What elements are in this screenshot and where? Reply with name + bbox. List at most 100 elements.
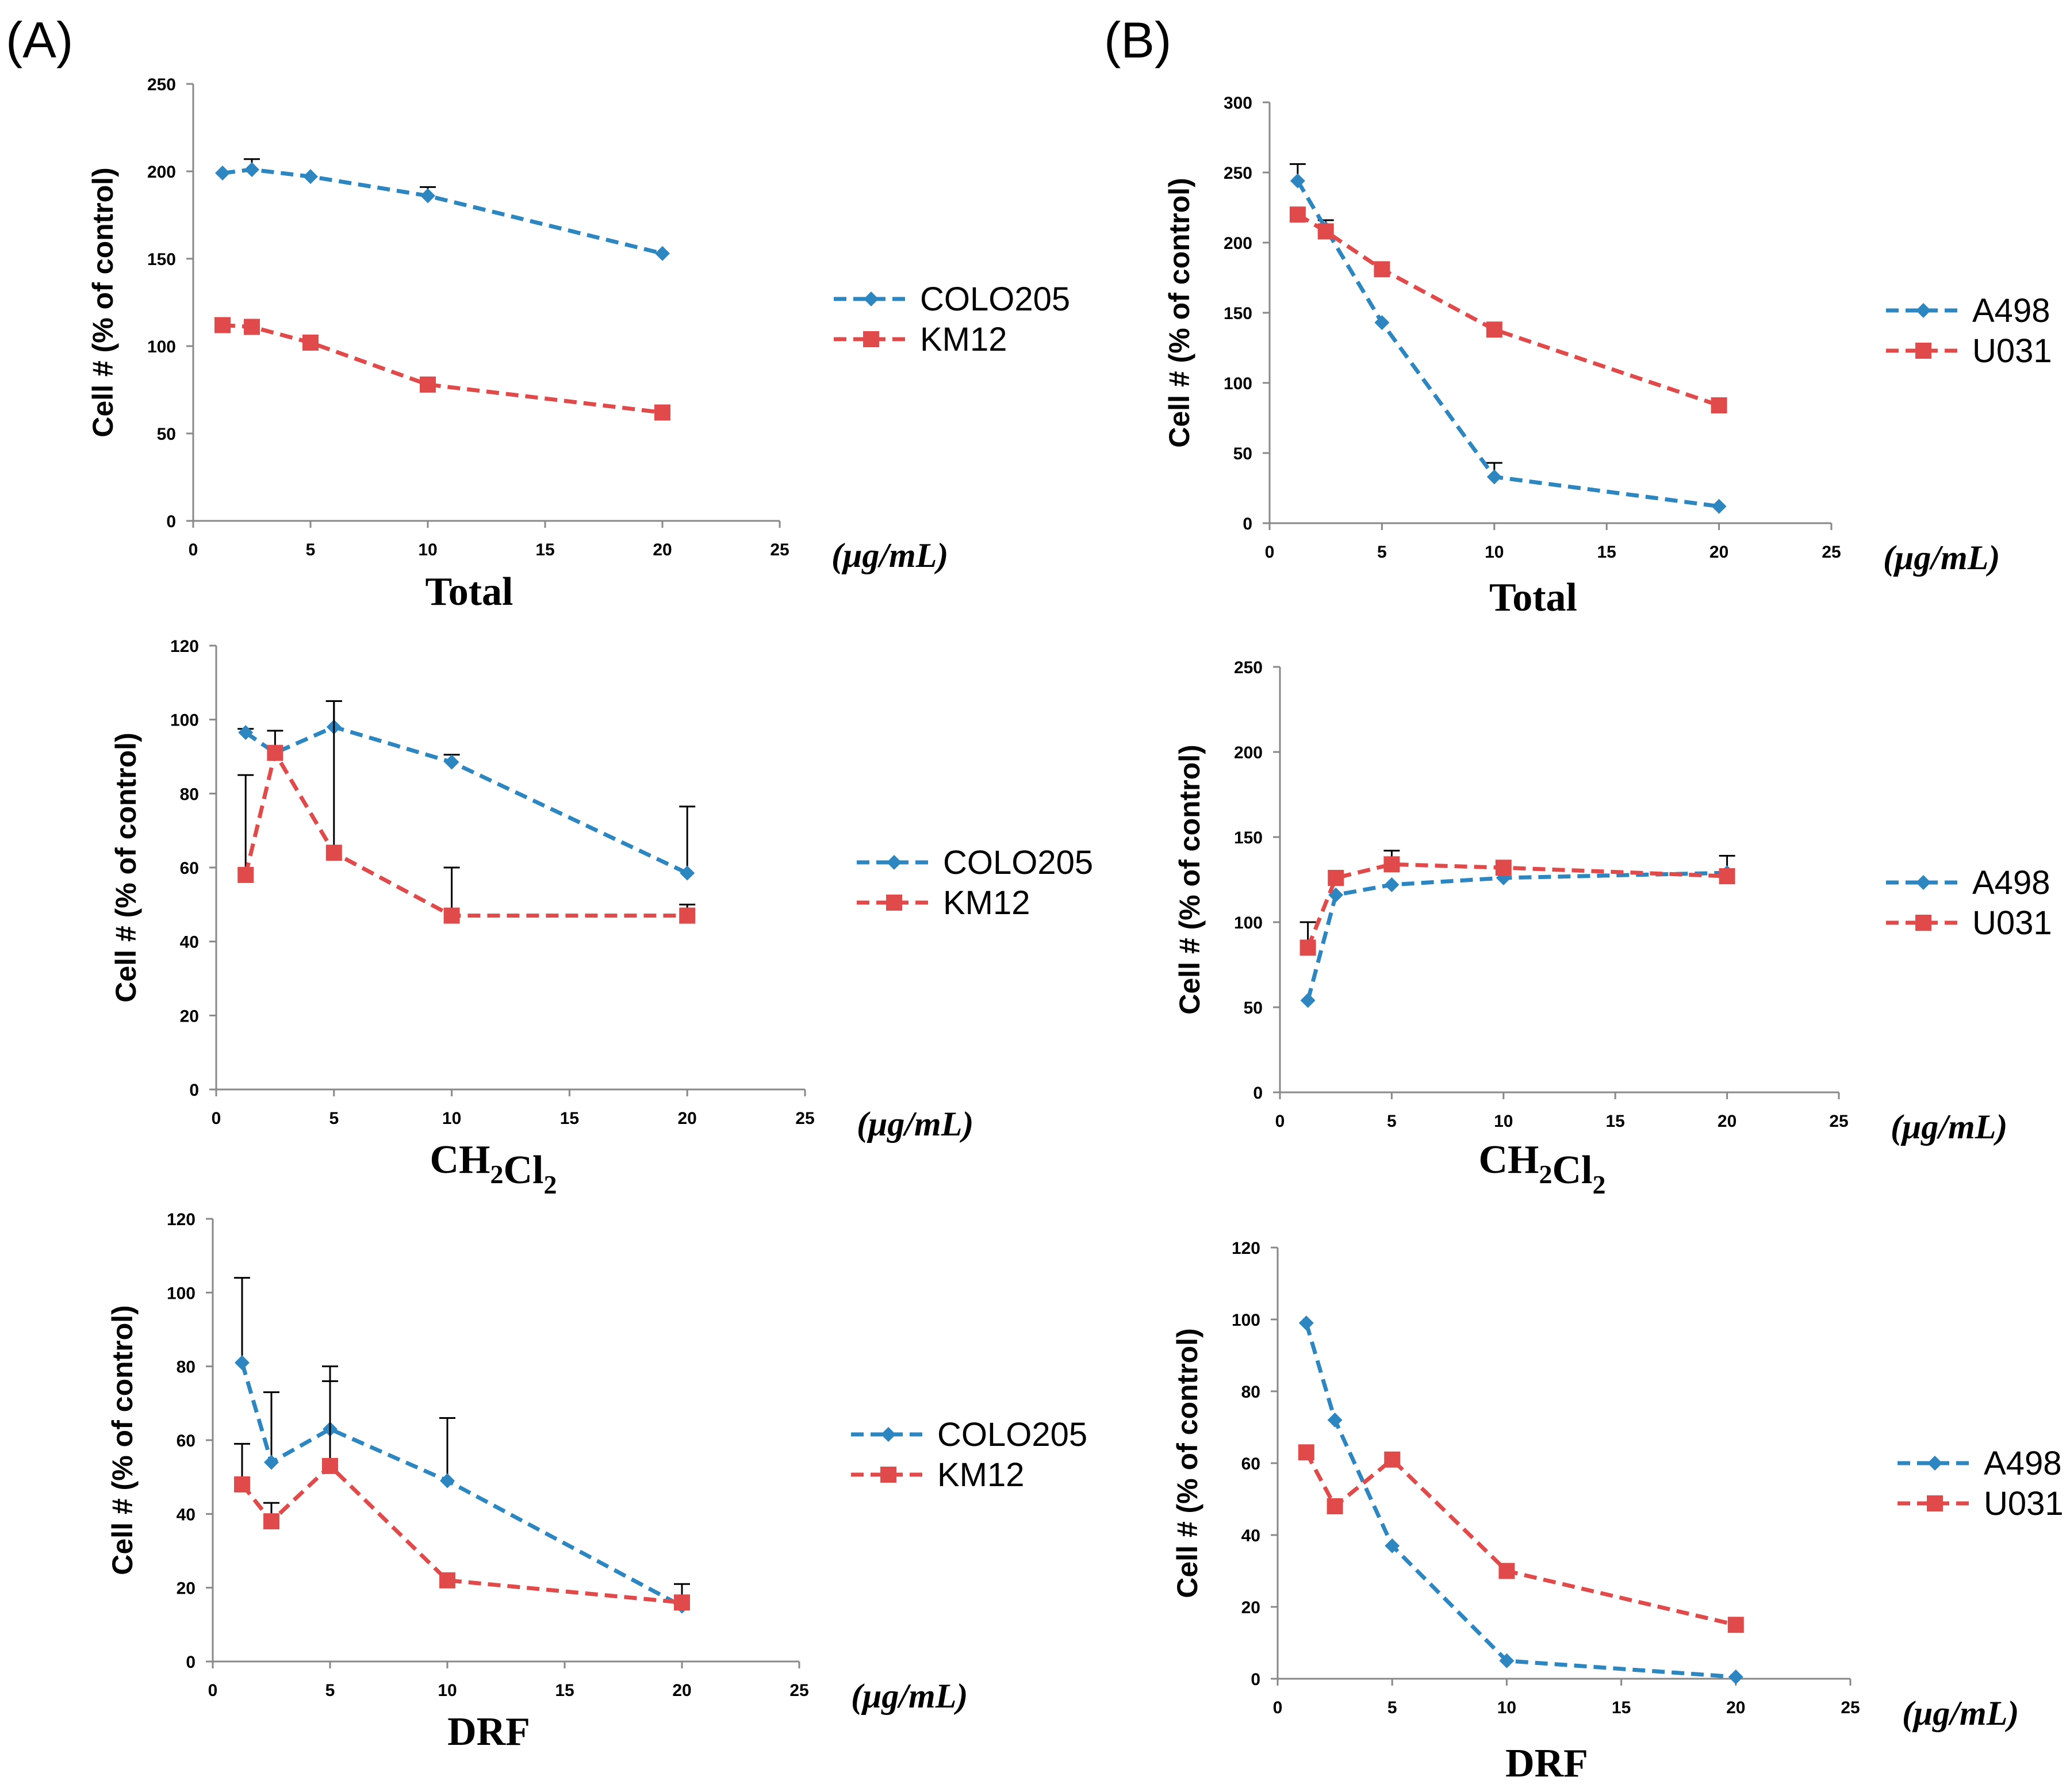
x-tick-label: 10 bbox=[1494, 1112, 1513, 1131]
data-point bbox=[1374, 261, 1390, 278]
chart-a-drf: 0 20 40 60 80 100 120 0 5 10 15 20 25 Cell # (% of co… bbox=[106, 1210, 1087, 1754]
data-point bbox=[1498, 1563, 1515, 1579]
legend-label: A498 bbox=[1984, 1445, 2061, 1482]
panel-label-b: (B) bbox=[1104, 11, 1171, 68]
x-tick-label: 25 bbox=[795, 1109, 814, 1128]
data-point bbox=[654, 404, 670, 421]
x-tick-label: 5 bbox=[325, 1681, 335, 1700]
y-tick-label: 120 bbox=[170, 637, 199, 656]
x-tick-label: 0 bbox=[212, 1109, 221, 1128]
series-line bbox=[1304, 1451, 1736, 1627]
series-colo205 bbox=[234, 1277, 690, 1614]
series-u031 bbox=[1289, 206, 1727, 414]
data-point bbox=[680, 865, 695, 881]
y-tick-label: 100 bbox=[170, 711, 199, 730]
legend-entry-km12: KM12 bbox=[834, 321, 1007, 358]
data-point bbox=[1298, 1315, 1314, 1331]
x-tick-label: 20 bbox=[672, 1681, 691, 1700]
series-km12 bbox=[237, 700, 696, 924]
x-tick-label: 5 bbox=[306, 540, 316, 559]
y-tick-label: 0 bbox=[166, 512, 176, 531]
title-part: Cl bbox=[1552, 1148, 1593, 1192]
data-point bbox=[1383, 856, 1400, 873]
x-tick-label: 25 bbox=[770, 540, 789, 559]
chart-title: Total bbox=[425, 570, 513, 614]
title-part: CH bbox=[1479, 1138, 1539, 1182]
y-axis-label: Cell # (% of control) bbox=[1163, 178, 1195, 447]
x-tick-label: 10 bbox=[438, 1681, 457, 1700]
x-axis-unit: (μg/mL) bbox=[1902, 1694, 2019, 1732]
x-tick-label: 15 bbox=[1597, 543, 1616, 562]
series-line bbox=[222, 167, 663, 256]
x-tick-label: 20 bbox=[653, 540, 672, 559]
y-tick-label: 0 bbox=[189, 1081, 199, 1100]
title-subscript: 2 bbox=[544, 1170, 557, 1199]
data-point bbox=[444, 754, 459, 770]
y-tick-label: 50 bbox=[1244, 999, 1263, 1018]
legend-marker bbox=[864, 291, 879, 306]
series-line bbox=[1306, 862, 1727, 949]
chart-a-total: 0 50 100 150 200 250 0 5 10 15 20 25 Cell # (% of co… bbox=[87, 75, 1070, 614]
x-tick-label: 15 bbox=[560, 1109, 579, 1128]
series-a498 bbox=[1289, 163, 1727, 514]
y-tick-label: 80 bbox=[177, 1358, 195, 1377]
x-tick-label: 15 bbox=[555, 1681, 574, 1700]
data-point bbox=[1290, 173, 1305, 189]
chart-b-total: 0 50 100 150 200 250 300 0 5 10 15 20 25 Cell # (% of… bbox=[1163, 94, 2052, 620]
legend-entry-colo205: COLO205 bbox=[834, 281, 1070, 318]
x-tick-label: 10 bbox=[1497, 1698, 1516, 1717]
chart-title: CH2Cl2 bbox=[1479, 1138, 1606, 1199]
legend-marker bbox=[1916, 303, 1931, 318]
series-line bbox=[1304, 1322, 1736, 1679]
legend-marker bbox=[1927, 1495, 1943, 1511]
series-line bbox=[244, 724, 688, 875]
data-point bbox=[302, 334, 319, 351]
x-axis-unit: (μg/mL) bbox=[857, 1105, 973, 1143]
y-tick-label: 250 bbox=[1224, 164, 1252, 183]
series-line bbox=[243, 747, 688, 918]
data-point bbox=[1374, 315, 1390, 331]
x-tick-label: 0 bbox=[1275, 1112, 1285, 1131]
series-line bbox=[240, 1362, 683, 1608]
y-tick-label: 20 bbox=[177, 1579, 195, 1598]
x-tick-label: 0 bbox=[189, 540, 198, 559]
y-axis-label: Cell # (% of control) bbox=[87, 167, 119, 437]
x-tick-label: 15 bbox=[535, 540, 554, 559]
series-colo205 bbox=[215, 158, 670, 261]
x-tick-label: 20 bbox=[1709, 543, 1728, 562]
legend-label: U031 bbox=[1972, 332, 2052, 370]
y-axis-label: Cell # (% of control) bbox=[110, 732, 142, 1002]
legend-label: COLO205 bbox=[943, 844, 1093, 881]
series-km12 bbox=[234, 1380, 690, 1611]
x-tick-label: 0 bbox=[208, 1681, 218, 1700]
data-point bbox=[1719, 868, 1735, 885]
y-tick-label: 20 bbox=[180, 1007, 199, 1026]
y-tick-label: 100 bbox=[1224, 374, 1252, 393]
legend-marker bbox=[1927, 1456, 1942, 1471]
y-tick-label: 100 bbox=[1234, 914, 1263, 933]
data-point bbox=[420, 188, 435, 204]
legend-entry-a498: A498 bbox=[1897, 1445, 2061, 1482]
chart-title: DRF bbox=[447, 1710, 530, 1754]
series-line bbox=[1295, 179, 1720, 509]
y-tick-label: 50 bbox=[1233, 444, 1252, 463]
x-axis-unit: (μg/mL) bbox=[1891, 1108, 2007, 1146]
data-point bbox=[215, 166, 230, 181]
data-point bbox=[1728, 1669, 1743, 1684]
x-tick-label: 10 bbox=[1485, 543, 1504, 562]
y-tick-label: 40 bbox=[180, 933, 199, 952]
data-point bbox=[234, 1476, 250, 1492]
y-axis-label: Cell # (% of control) bbox=[106, 1305, 139, 1575]
data-point bbox=[263, 1513, 279, 1530]
data-point bbox=[1727, 1617, 1744, 1633]
legend-entry-u031: U031 bbox=[1886, 332, 2052, 370]
data-point bbox=[303, 169, 318, 185]
series-u031 bbox=[1298, 1444, 1744, 1633]
x-tick-label: 15 bbox=[1612, 1698, 1631, 1717]
data-point bbox=[244, 319, 260, 335]
data-point bbox=[1711, 498, 1727, 514]
data-point bbox=[238, 725, 254, 740]
y-tick-label: 100 bbox=[167, 1284, 195, 1303]
series-a498 bbox=[1300, 855, 1735, 1008]
